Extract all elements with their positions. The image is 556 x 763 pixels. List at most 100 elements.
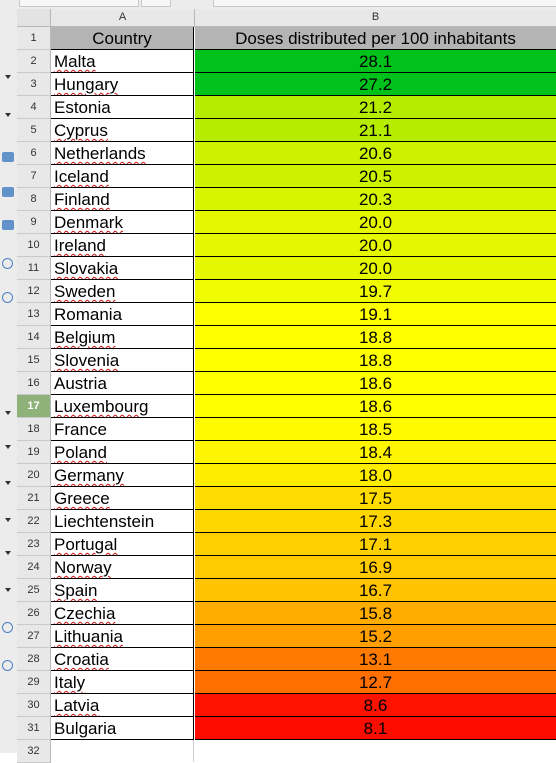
country-cell[interactable]: Croatia bbox=[51, 648, 194, 671]
shape-icon[interactable] bbox=[2, 187, 14, 197]
country-cell[interactable]: Norway bbox=[51, 556, 194, 579]
row-header[interactable]: 14 bbox=[17, 326, 51, 349]
function-wizard-button[interactable] bbox=[141, 0, 171, 7]
ellipse-icon[interactable] bbox=[2, 258, 13, 269]
row-header[interactable]: 26 bbox=[17, 602, 51, 625]
value-cell[interactable]: 21.1 bbox=[195, 119, 556, 142]
ellipse-icon[interactable] bbox=[2, 622, 13, 633]
value-cell[interactable]: 18.6 bbox=[195, 372, 556, 395]
row-header[interactable]: 16 bbox=[17, 372, 51, 395]
row-header[interactable]: 27 bbox=[17, 625, 51, 648]
row-header[interactable]: 25 bbox=[17, 579, 51, 602]
value-cell[interactable]: 20.6 bbox=[195, 142, 556, 165]
row-header[interactable]: 13 bbox=[17, 303, 51, 326]
dropdown-arrow-icon[interactable] bbox=[2, 72, 14, 82]
country-header-cell[interactable]: Country bbox=[51, 27, 194, 50]
empty-cell[interactable] bbox=[51, 740, 194, 762]
value-cell[interactable]: 18.4 bbox=[195, 441, 556, 464]
value-cell[interactable]: 27.2 bbox=[195, 73, 556, 96]
value-cell[interactable]: 18.5 bbox=[195, 418, 556, 441]
value-cell[interactable]: 19.7 bbox=[195, 280, 556, 303]
value-cell[interactable]: 8.6 bbox=[195, 694, 556, 717]
value-cell[interactable]: 28.1 bbox=[195, 50, 556, 73]
dropdown-arrow-icon[interactable] bbox=[2, 478, 14, 488]
row-header[interactable]: 29 bbox=[17, 671, 51, 694]
empty-cell[interactable] bbox=[195, 740, 556, 762]
row-header[interactable]: 24 bbox=[17, 556, 51, 579]
value-cell[interactable]: 19.1 bbox=[195, 303, 556, 326]
country-cell[interactable]: Latvia bbox=[51, 694, 194, 717]
row-header[interactable]: 11 bbox=[17, 257, 51, 280]
value-cell[interactable]: 13.1 bbox=[195, 648, 556, 671]
country-cell[interactable]: Estonia bbox=[51, 96, 194, 119]
country-cell[interactable]: Hungary bbox=[51, 73, 194, 96]
row-header[interactable]: 17 bbox=[17, 395, 51, 418]
value-cell[interactable]: 8.1 bbox=[195, 717, 556, 740]
value-cell[interactable]: 21.2 bbox=[195, 96, 556, 119]
row-header[interactable]: 22 bbox=[17, 510, 51, 533]
value-cell[interactable]: 18.8 bbox=[195, 349, 556, 372]
country-cell[interactable]: Portugal bbox=[51, 533, 194, 556]
shape-icon[interactable] bbox=[2, 220, 14, 230]
value-cell[interactable]: 20.0 bbox=[195, 234, 556, 257]
dropdown-arrow-icon[interactable] bbox=[2, 548, 14, 558]
country-cell[interactable]: Malta bbox=[51, 50, 194, 73]
row-header[interactable]: 15 bbox=[17, 349, 51, 372]
row-header[interactable]: 1 bbox=[17, 27, 51, 50]
value-cell[interactable]: 18.6 bbox=[195, 395, 556, 418]
country-cell[interactable]: Cyprus bbox=[51, 119, 194, 142]
row-header[interactable]: 9 bbox=[17, 211, 51, 234]
row-header[interactable]: 21 bbox=[17, 487, 51, 510]
country-cell[interactable]: Romania bbox=[51, 303, 194, 326]
country-cell[interactable]: Denmark bbox=[51, 211, 194, 234]
value-cell[interactable]: 17.3 bbox=[195, 510, 556, 533]
row-header[interactable]: 4 bbox=[17, 96, 51, 119]
country-cell[interactable]: Belgium bbox=[51, 326, 194, 349]
country-cell[interactable]: Sweden bbox=[51, 280, 194, 303]
value-cell[interactable]: 20.0 bbox=[195, 257, 556, 280]
country-cell[interactable]: Ireland bbox=[51, 234, 194, 257]
row-header[interactable]: 3 bbox=[17, 73, 51, 96]
country-cell[interactable]: Netherlands bbox=[51, 142, 194, 165]
ellipse-icon[interactable] bbox=[2, 660, 13, 671]
country-cell[interactable]: Spain bbox=[51, 579, 194, 602]
value-cell[interactable]: 17.1 bbox=[195, 533, 556, 556]
row-header[interactable]: 12 bbox=[17, 280, 51, 303]
country-cell[interactable]: France bbox=[51, 418, 194, 441]
dropdown-arrow-icon[interactable] bbox=[2, 408, 14, 418]
row-header[interactable]: 7 bbox=[17, 165, 51, 188]
column-header-b[interactable]: B bbox=[195, 9, 556, 27]
country-cell[interactable]: Czechia bbox=[51, 602, 194, 625]
ellipse-icon[interactable] bbox=[2, 292, 13, 303]
country-cell[interactable]: Germany bbox=[51, 464, 194, 487]
value-cell[interactable]: 15.8 bbox=[195, 602, 556, 625]
shape-icon[interactable] bbox=[2, 152, 14, 162]
country-cell[interactable]: Liechtenstein bbox=[51, 510, 194, 533]
formula-input[interactable] bbox=[213, 0, 556, 7]
select-all-corner[interactable] bbox=[17, 9, 51, 27]
country-cell[interactable]: Luxembourg bbox=[51, 395, 194, 418]
dropdown-arrow-icon[interactable] bbox=[2, 515, 14, 525]
row-header[interactable]: 23 bbox=[17, 533, 51, 556]
country-cell[interactable]: Austria bbox=[51, 372, 194, 395]
row-header[interactable]: 28 bbox=[17, 648, 51, 671]
value-cell[interactable]: 15.2 bbox=[195, 625, 556, 648]
country-cell[interactable]: Iceland bbox=[51, 165, 194, 188]
row-header[interactable]: 10 bbox=[17, 234, 51, 257]
row-header[interactable]: 19 bbox=[17, 441, 51, 464]
value-cell[interactable]: 20.5 bbox=[195, 165, 556, 188]
country-cell[interactable]: Bulgaria bbox=[51, 717, 194, 740]
value-cell[interactable]: 16.9 bbox=[195, 556, 556, 579]
value-cell[interactable]: 20.3 bbox=[195, 188, 556, 211]
country-cell[interactable]: Italy bbox=[51, 671, 194, 694]
row-header[interactable]: 18 bbox=[17, 418, 51, 441]
row-header[interactable]: 8 bbox=[17, 188, 51, 211]
value-cell[interactable]: 17.5 bbox=[195, 487, 556, 510]
country-cell[interactable]: Lithuania bbox=[51, 625, 194, 648]
dropdown-arrow-icon[interactable] bbox=[2, 585, 14, 595]
row-header[interactable]: 31 bbox=[17, 717, 51, 740]
name-box[interactable] bbox=[19, 0, 139, 7]
row-header[interactable]: 20 bbox=[17, 464, 51, 487]
country-cell[interactable]: Finland bbox=[51, 188, 194, 211]
row-header[interactable]: 32 bbox=[17, 740, 51, 763]
